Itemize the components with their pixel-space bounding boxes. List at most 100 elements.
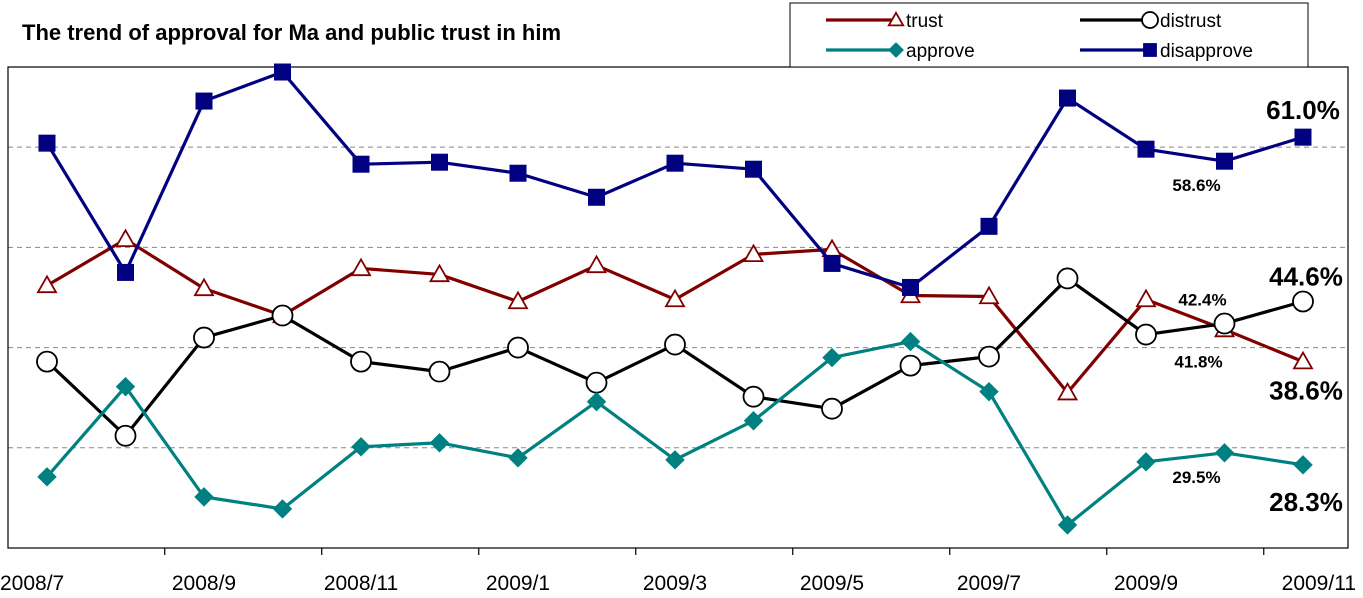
data-label-trust: 38.6% — [1269, 376, 1343, 406]
data-point-trust — [193, 277, 215, 297]
data-point-trust — [742, 243, 765, 263]
data-label-trust: 41.8% — [1174, 353, 1222, 372]
data-annotations: 61.0% 58.6% 44.6% 42.4% 41.8% 38.6% 29.5% 28.3% — [1172, 95, 1342, 517]
x-axis-tick-labels: 2008/7 2008/9 2008/11 2009/1 2009/3 2009/5 200… — [0, 572, 1356, 595]
data-point-distrust — [428, 360, 451, 383]
legend-marker-disapprove — [1143, 43, 1157, 57]
data-point-approve — [822, 347, 842, 368]
legend-marker-approve — [888, 42, 904, 58]
series-line-trust — [46, 237, 1304, 395]
data-point-distrust — [350, 350, 372, 373]
series-disapprove — [38, 63, 1312, 296]
data-point-approve — [743, 411, 764, 431]
x-tick-label: 2009/3 — [643, 572, 707, 595]
data-point-distrust — [585, 371, 608, 394]
data-point-approve — [429, 433, 450, 453]
data-point-disapprove — [980, 217, 998, 235]
data-point-distrust — [507, 336, 529, 359]
series-approve — [37, 331, 1313, 535]
data-point-disapprove — [1137, 140, 1155, 158]
data-point-trust — [507, 290, 529, 310]
data-point-approve — [194, 487, 214, 507]
data-point-trust — [585, 254, 608, 274]
legend-box — [789, 2, 1309, 68]
legend-item-distrust: distrust — [1080, 11, 1222, 32]
data-point-disapprove — [274, 63, 291, 81]
data-point-disapprove — [588, 188, 605, 206]
series-line-disapprove — [45, 70, 1304, 290]
series-line-approve — [45, 339, 1304, 527]
data-point-distrust — [114, 424, 137, 447]
data-point-approve — [1214, 443, 1235, 463]
data-point-disapprove — [745, 160, 762, 178]
series-lines — [36, 63, 1314, 535]
data-point-distrust — [1135, 323, 1157, 346]
data-point-approve — [586, 391, 607, 412]
data-label-approve: 28.3% — [1269, 487, 1343, 517]
legend-label: distrust — [1160, 11, 1222, 32]
data-point-trust — [428, 263, 451, 283]
data-point-disapprove — [666, 154, 684, 172]
data-point-distrust — [978, 345, 1000, 368]
data-point-distrust — [899, 354, 922, 377]
data-point-distrust — [821, 397, 843, 420]
data-point-distrust — [271, 304, 294, 327]
legend-marker-distrust — [1141, 11, 1159, 29]
chart-title: The trend of approval for Ma and public … — [22, 20, 561, 45]
data-point-trust — [350, 257, 372, 277]
data-point-disapprove — [1294, 128, 1312, 146]
legend: trust distrust approve disapprove — [789, 2, 1309, 68]
data-point-trust — [114, 228, 137, 248]
data-point-approve — [351, 437, 371, 457]
series-trust — [36, 228, 1314, 401]
legend-label: approve — [906, 41, 975, 62]
data-point-disapprove — [38, 134, 56, 152]
x-tick-label: 2009/11 — [1282, 572, 1356, 595]
x-tick-label: 2009/1 — [486, 572, 550, 595]
data-point-trust — [978, 285, 1000, 305]
data-point-approve — [900, 331, 921, 352]
legend-marker-trust — [887, 10, 905, 27]
data-point-disapprove — [509, 164, 527, 182]
data-point-disapprove — [117, 263, 134, 281]
legend-label: trust — [906, 11, 944, 32]
legend-label: disapprove — [1160, 41, 1253, 62]
data-point-distrust — [36, 350, 58, 373]
series-distrust — [36, 267, 1314, 447]
x-tick-label: 2009/5 — [800, 572, 864, 595]
data-point-disapprove — [1216, 152, 1233, 170]
x-tick-label: 2009/7 — [957, 572, 1021, 595]
data-point-approve — [1293, 455, 1313, 475]
data-point-approve — [37, 467, 57, 487]
data-point-approve — [508, 448, 528, 468]
data-label-distrust: 44.6% — [1269, 261, 1343, 291]
x-tick-label: 2009/9 — [1114, 572, 1178, 595]
data-point-trust — [664, 288, 686, 308]
legend-item-approve: approve — [826, 41, 975, 62]
data-point-trust — [1135, 288, 1157, 308]
data-point-trust — [1292, 350, 1314, 370]
data-point-approve — [1136, 452, 1156, 472]
data-point-trust — [1056, 381, 1079, 401]
data-point-distrust — [1292, 290, 1314, 313]
x-tick-label: 2008/9 — [172, 572, 236, 595]
data-point-approve — [979, 381, 999, 402]
data-label-disapprove: 58.6% — [1172, 176, 1220, 195]
data-point-distrust — [664, 333, 686, 356]
data-label-distrust: 42.4% — [1178, 291, 1226, 310]
data-label-disapprove: 61.0% — [1266, 95, 1340, 125]
data-point-approve — [115, 376, 136, 397]
data-point-distrust — [742, 385, 765, 408]
plot-area-frame — [7, 66, 1349, 549]
data-point-approve — [1057, 515, 1078, 535]
data-point-disapprove — [1059, 89, 1076, 107]
data-point-distrust — [1213, 312, 1236, 335]
data-point-disapprove — [195, 92, 213, 110]
x-tick-label: 2008/7 — [0, 572, 64, 595]
data-point-trust — [36, 274, 58, 294]
data-point-distrust — [193, 326, 215, 349]
legend-item-disapprove: disapprove — [1080, 41, 1253, 62]
legend-item-trust: trust — [826, 10, 944, 32]
x-tick-label: 2008/11 — [324, 572, 398, 595]
